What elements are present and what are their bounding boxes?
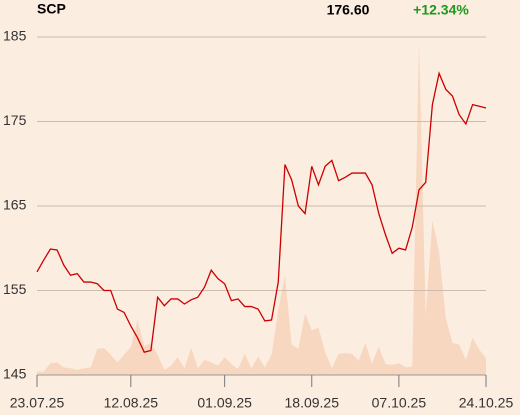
- x-tick-label: 07.10.25: [372, 395, 427, 411]
- price-line: [36, 71, 487, 353]
- x-tick-label: 24.10.25: [459, 395, 514, 411]
- y-tick-label: 185: [3, 28, 27, 44]
- symbol: SCP: [37, 1, 66, 17]
- x-tick-label: 01.09.25: [197, 395, 252, 411]
- y-tick-label: 165: [3, 197, 27, 213]
- x-tick-label: 18.09.25: [285, 395, 340, 411]
- price: 176.60: [327, 2, 370, 18]
- x-tick-label: 23.07.25: [10, 395, 65, 411]
- y-tick-label: 155: [3, 281, 27, 297]
- y-tick-label: 145: [3, 366, 27, 382]
- volume-area: [37, 40, 486, 375]
- change: +12.34%: [413, 2, 469, 18]
- x-tick-label: 12.08.25: [104, 395, 159, 411]
- y-tick-label: 175: [3, 112, 27, 128]
